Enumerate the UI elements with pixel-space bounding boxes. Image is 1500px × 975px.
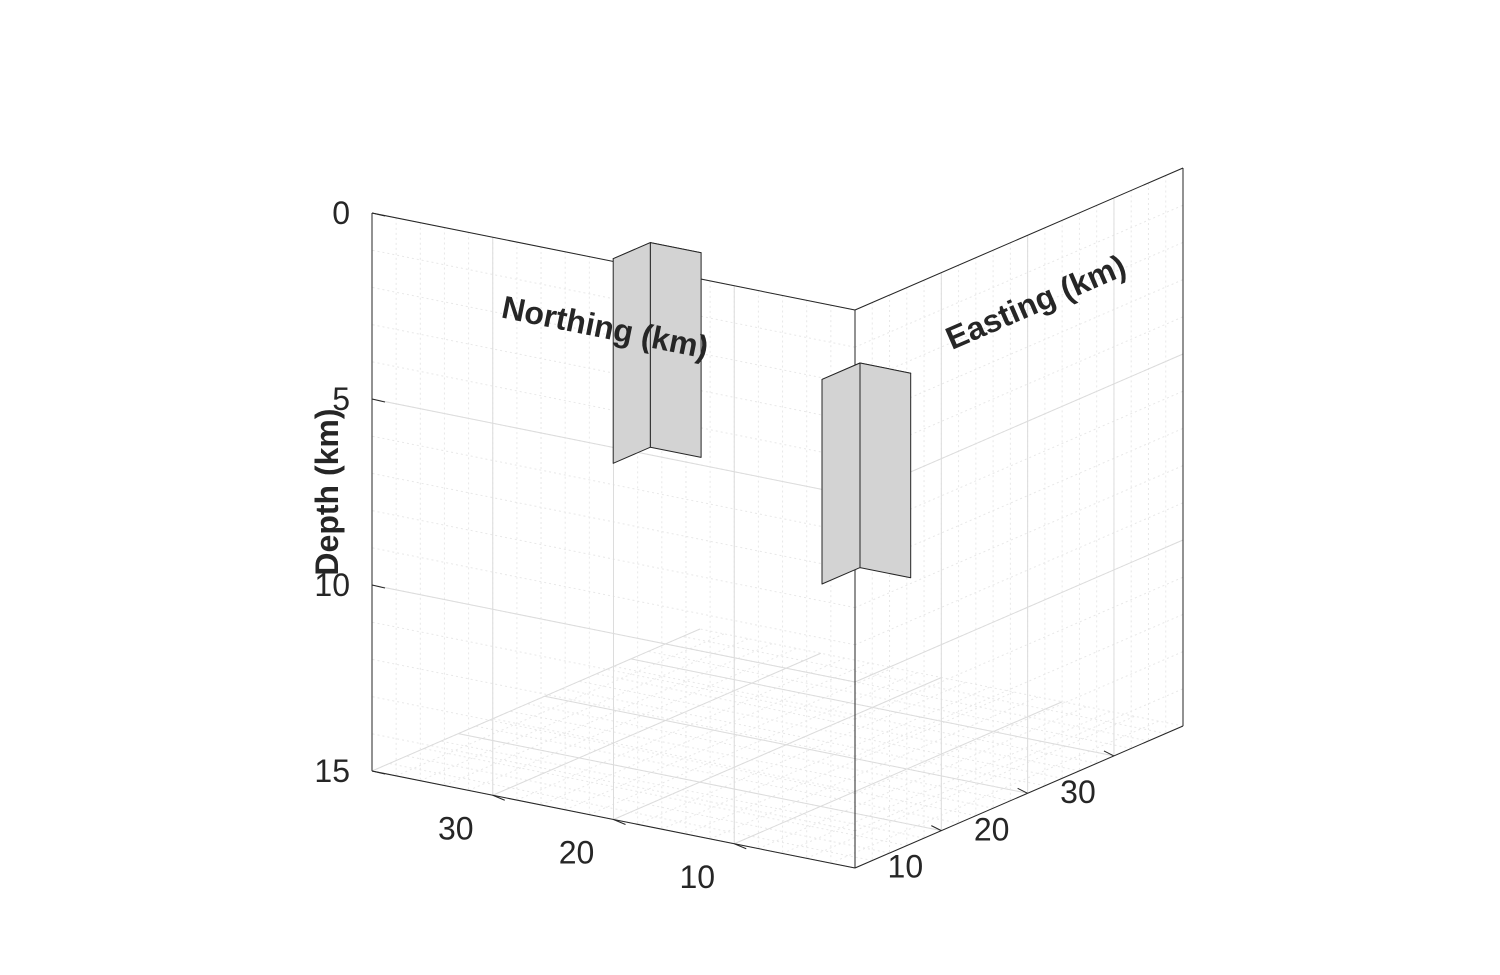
axis-edge <box>854 167 1184 311</box>
z-tick-label: 0 <box>332 195 350 231</box>
x-tick-label: 20 <box>974 811 1010 847</box>
floor-gridline <box>492 652 821 796</box>
y-tick-label: 20 <box>559 835 595 871</box>
z-tick <box>371 398 386 403</box>
y-tick <box>492 794 505 801</box>
wall-minor-gridline <box>854 651 1184 795</box>
y-tick-label: 30 <box>438 810 474 846</box>
x-tick <box>1017 787 1028 794</box>
x-tick <box>931 825 942 832</box>
box-2 <box>821 362 912 585</box>
grid-lines <box>371 167 1184 869</box>
tick-marks <box>371 212 1115 850</box>
z-tick <box>371 212 386 217</box>
z-tick-label: 15 <box>314 753 350 789</box>
y-tick-label: 10 <box>679 859 715 895</box>
axis-edge <box>854 725 1184 869</box>
x-axis-label: Easting (km) <box>940 247 1131 356</box>
box-face <box>821 362 861 585</box>
wall-minor-gridline <box>854 576 1184 720</box>
box-face <box>859 362 912 579</box>
x-tick-label: 10 <box>888 849 924 885</box>
z-tick-label: 5 <box>332 381 350 417</box>
wall-minor-gridline <box>854 613 1184 757</box>
box-face <box>649 242 702 458</box>
wall-gridline <box>371 584 856 683</box>
tick-labels: 10 20 30 10 20 30 0 5 10 15 <box>314 195 1095 895</box>
x-tick <box>1103 750 1115 757</box>
floor-gridline <box>613 677 942 820</box>
z-tick-label: 10 <box>314 567 350 603</box>
z-tick <box>371 584 386 589</box>
y-tick <box>734 843 747 850</box>
wall-minor-gridline <box>854 688 1184 832</box>
z-tick <box>371 770 386 775</box>
wall-gridline <box>854 539 1184 683</box>
boxes <box>612 242 912 585</box>
y-tick <box>613 819 626 825</box>
floor-gridline <box>734 701 1063 845</box>
box-1 <box>612 242 702 464</box>
floor-gridline <box>371 628 701 772</box>
x-tick-label: 30 <box>1060 774 1096 810</box>
z-axis-label: Depth (km) <box>309 408 345 575</box>
